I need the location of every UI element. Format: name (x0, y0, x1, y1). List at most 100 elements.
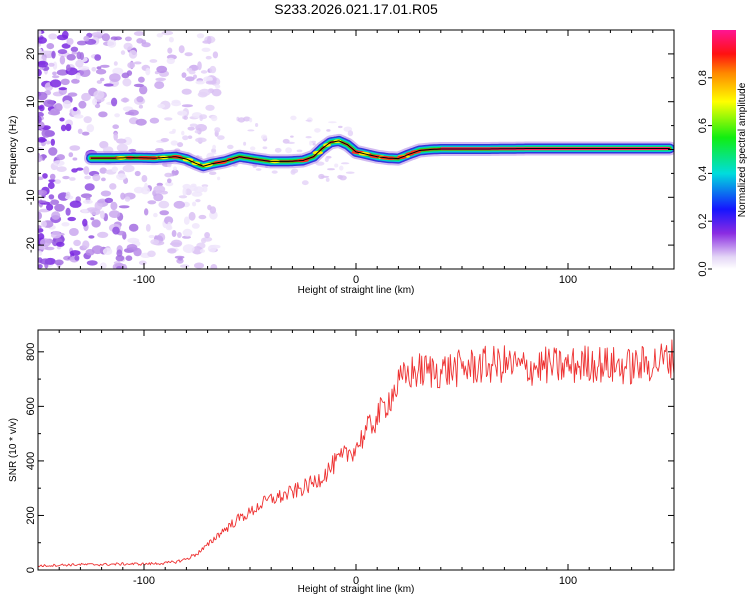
noise-blob (48, 62, 55, 67)
noise-blob (91, 219, 101, 228)
noise-blob (305, 136, 312, 139)
snr-ticks: -100 0 100 0 200 400 600 800 (25, 330, 675, 587)
noise-blob (52, 75, 60, 79)
noise-blob (101, 33, 110, 42)
noise-blob (188, 211, 196, 221)
noise-blob (205, 80, 217, 85)
noise-blob (138, 76, 145, 83)
noise-blob (69, 228, 79, 236)
noise-blob (211, 115, 218, 122)
noise-blob (38, 227, 44, 233)
noise-blob (111, 97, 118, 107)
snr-panel: -100 0 100 0 200 400 600 800 Height of straight… (8, 329, 675, 595)
colorbar-tick-label: 0.6 (697, 118, 709, 133)
noise-blob (170, 140, 178, 146)
noise-blob (101, 177, 106, 182)
noise-blob (42, 173, 48, 179)
noise-blob (96, 66, 102, 70)
noise-blob (73, 114, 84, 119)
noise-blob (156, 65, 168, 74)
noise-blob (41, 129, 52, 138)
noise-blob (274, 147, 282, 153)
noise-blob (182, 187, 187, 196)
noise-blob (99, 262, 107, 269)
noise-blob (207, 204, 212, 211)
noise-blob (199, 114, 208, 120)
colorbar-tick-label: 0.0 (697, 261, 709, 276)
noise-blob (60, 78, 70, 86)
colorbar-label: Normalized spectral amplitude (737, 82, 748, 217)
noise-blob (144, 182, 148, 192)
snr-ytick-label: 0 (25, 567, 37, 573)
noise-blob (67, 216, 76, 222)
noise-blob (168, 36, 174, 43)
snr-series-line (38, 339, 674, 568)
noise-blob (69, 177, 76, 181)
noise-blob (123, 136, 133, 146)
noise-blob (116, 249, 123, 257)
noise-blob (189, 123, 198, 127)
noise-blob (184, 188, 192, 196)
noise-blob (100, 190, 112, 197)
noise-blob (48, 194, 55, 200)
noise-blob (196, 33, 205, 39)
noise-blob (44, 246, 55, 251)
noise-blob (201, 47, 211, 52)
noise-blob (200, 70, 208, 74)
noise-blob (39, 138, 47, 142)
noise-blob (77, 128, 83, 134)
noise-blob (46, 43, 55, 50)
noise-blob (56, 241, 65, 247)
noise-blob (124, 196, 131, 202)
noise-blob (291, 168, 299, 174)
noise-blob (202, 185, 208, 193)
noise-blob (125, 255, 133, 261)
noise-blob (195, 80, 205, 85)
noise-blob (122, 164, 135, 173)
noise-blob (183, 115, 188, 120)
noise-blob (171, 230, 177, 237)
noise-blob (135, 118, 147, 126)
noise-blob (197, 61, 202, 71)
noise-blob (81, 131, 90, 136)
noise-blob (314, 128, 321, 133)
noise-blob (91, 67, 97, 72)
noise-blob (99, 167, 107, 174)
colorbar-tick-label: 0.8 (697, 70, 709, 85)
noise-blob (93, 90, 105, 100)
noise-blob (46, 203, 54, 211)
noise-blob (326, 129, 331, 132)
noise-blob (116, 143, 128, 152)
noise-blob (296, 149, 303, 153)
noise-blob (194, 262, 204, 269)
noise-blob (183, 216, 190, 225)
noise-blob (166, 57, 175, 65)
noise-blob (211, 88, 222, 97)
noise-blob (249, 117, 253, 123)
noise-blob (66, 54, 76, 61)
noise-blob (334, 163, 339, 168)
noise-blobs (38, 30, 356, 269)
noise-blob (141, 42, 151, 48)
noise-blob (133, 83, 144, 88)
noise-blob (39, 104, 45, 112)
snr-ylabel: SNR (10 * v/v) (8, 418, 19, 482)
noise-blob (112, 81, 119, 86)
colorbar-tick-label: 0.2 (697, 214, 709, 229)
noise-blob (65, 191, 71, 199)
noise-blob (91, 32, 103, 37)
noise-blob (153, 212, 158, 218)
noise-blob (110, 201, 118, 211)
noise-blob (181, 72, 187, 78)
noise-blob (211, 148, 217, 154)
noise-blob (50, 138, 55, 146)
noise-blob (148, 234, 155, 239)
noise-blob (327, 168, 335, 171)
noise-blob (45, 140, 51, 145)
noise-blob (160, 138, 169, 142)
noise-blob (217, 135, 225, 141)
noise-blob (124, 111, 135, 116)
noise-blob (49, 79, 62, 88)
noise-blob (97, 231, 109, 238)
noise-blob (51, 211, 61, 220)
